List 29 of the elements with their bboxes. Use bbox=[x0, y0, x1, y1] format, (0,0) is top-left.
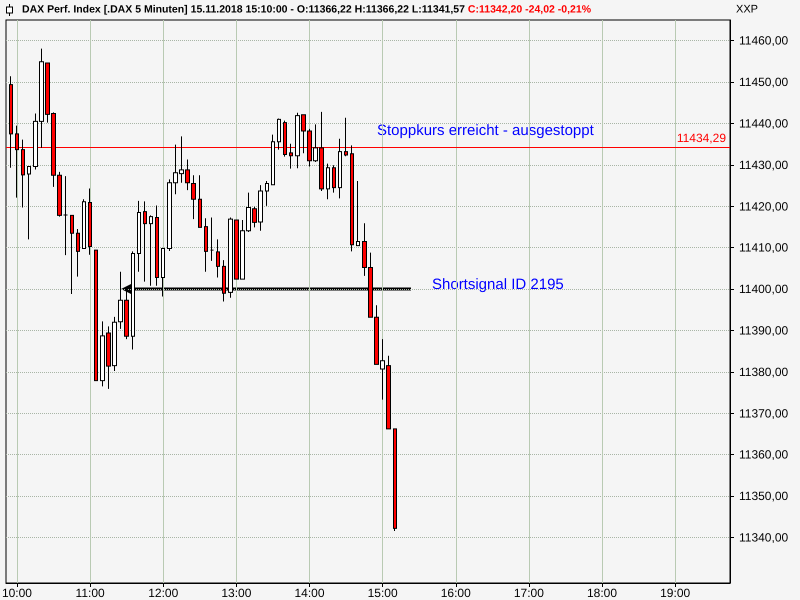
x-tick-label: 19:00 bbox=[660, 586, 690, 600]
y-tick-label: 11370,00 bbox=[739, 406, 788, 420]
y-axis-title: XXP bbox=[736, 4, 758, 16]
ref-line-label: 11434,29 bbox=[676, 131, 726, 146]
y-tick-label: 11450,00 bbox=[739, 75, 788, 90]
annotation: Shortsignal ID 2195 bbox=[432, 276, 564, 293]
x-tick-label: 15:00 bbox=[368, 586, 398, 600]
x-tick-label: 16:00 bbox=[440, 586, 472, 600]
x-tick-label: 10:00 bbox=[2, 586, 32, 600]
y-tick-label: 11410,00 bbox=[739, 240, 788, 255]
x-tick-label: 14:00 bbox=[294, 586, 325, 600]
y-tick-label: 11440,00 bbox=[739, 116, 788, 130]
x-tick-label: 13:00 bbox=[221, 586, 252, 600]
y-tick-label: 11350,00 bbox=[739, 489, 788, 504]
x-tick-label: 12:00 bbox=[148, 586, 179, 600]
x-tick-label: 18:00 bbox=[587, 586, 618, 600]
y-tick-label: 11460,00 bbox=[739, 34, 788, 48]
y-tick-label: 11360,00 bbox=[739, 448, 788, 462]
chart-title: DAX Perf. Index [.DAX 5 Minuten] 15.11.2018 15:10:00 - O:11366,22 H:11366,22 L:11341,57 bbox=[22, 4, 468, 16]
y-tick-label: 11420,00 bbox=[739, 199, 788, 214]
y-tick-label: 11340,00 bbox=[739, 530, 788, 544]
x-tick-label: 17:00 bbox=[514, 586, 544, 600]
y-tick-label: 11430,00 bbox=[739, 158, 788, 172]
annotation: Stoppkurs erreicht - ausgestoppt bbox=[377, 122, 595, 139]
y-tick-label: 11380,00 bbox=[739, 364, 788, 379]
y-tick-label: 11390,00 bbox=[739, 323, 788, 338]
chart-subtitle: C:11342,20 -24,02 -0,21% bbox=[468, 4, 592, 16]
x-tick-label: 11:00 bbox=[76, 586, 105, 600]
y-tick-label: 11400,00 bbox=[739, 282, 788, 296]
